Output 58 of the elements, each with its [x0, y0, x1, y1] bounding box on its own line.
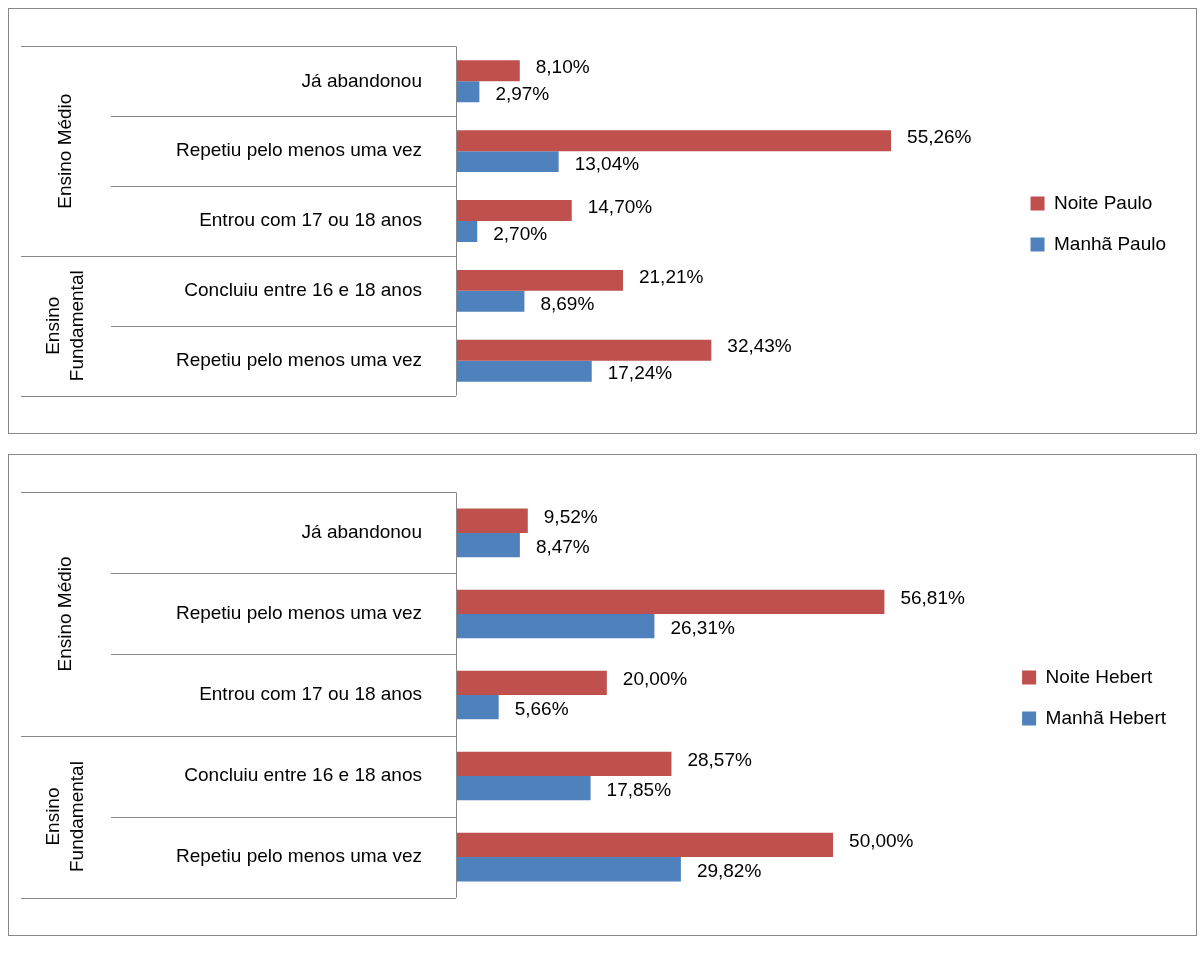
data-label: 28,57% — [687, 749, 752, 771]
bar — [456, 832, 834, 858]
bar — [456, 670, 607, 695]
bar — [456, 221, 478, 242]
data-label: 13,04% — [574, 152, 640, 174]
bar — [456, 130, 892, 152]
y-tick-label: Repetiu pelo menos uma vez — [175, 602, 422, 624]
data-label: 17,85% — [606, 779, 672, 801]
data-label: 8,69% — [540, 292, 595, 314]
bar — [456, 339, 712, 361]
y-tick-label: Concluiu entre 16 e 18 anos — [184, 279, 422, 301]
data-label: 2,70% — [493, 222, 548, 244]
text: Ensino Médio — [54, 93, 76, 209]
data-label: 55,26% — [907, 125, 972, 147]
bar — [456, 290, 525, 312]
legend-label: Manhã Paulo — [1054, 232, 1166, 254]
data-label: 56,81% — [900, 587, 965, 609]
bar — [456, 360, 592, 382]
bar — [456, 589, 885, 614]
y-tick-label: Repetiu pelo menos uma vez — [175, 139, 422, 161]
data-label: 26,31% — [670, 617, 735, 639]
bar — [456, 151, 559, 173]
legend-label: Noite Paulo — [1054, 191, 1153, 213]
y-tick-label: Entrou com 17 ou 18 anos — [199, 683, 422, 705]
bar — [456, 532, 520, 558]
bar — [456, 613, 655, 639]
data-label: 8,47% — [535, 536, 590, 558]
bar — [456, 695, 499, 720]
y-tick-label: Entrou com 17 ou 18 anos — [199, 209, 422, 231]
data-label: 50,00% — [849, 830, 914, 852]
y-tick-label: Concluiu entre 16 e 18 anos — [184, 764, 422, 786]
bar — [456, 857, 681, 882]
data-label: 2,97% — [495, 83, 550, 105]
y-tick-label: Repetiu pelo menos uma vez — [175, 348, 422, 370]
data-label: 17,24% — [607, 362, 673, 384]
text: Ensino Fundamental — [42, 761, 88, 873]
data-label: 14,70% — [587, 195, 653, 217]
bar — [456, 81, 480, 103]
y-tick-label: Já abandonou — [301, 69, 422, 91]
data-label: 8,10% — [535, 56, 590, 78]
text: Ensino Fundamental — [42, 270, 88, 382]
y-tick-label: Já abandonou — [301, 521, 422, 543]
data-label: 5,66% — [514, 698, 569, 720]
data-label: 32,43% — [727, 335, 792, 357]
data-label: 29,82% — [696, 860, 762, 882]
bar — [456, 751, 672, 777]
bar — [456, 269, 623, 291]
data-label: 9,52% — [543, 506, 598, 527]
y-tick-label: Repetiu pelo menos uma vez — [175, 845, 422, 867]
bar — [456, 200, 572, 221]
data-label: 21,21% — [638, 265, 704, 287]
data-label: 20,00% — [622, 668, 688, 690]
legend-label: Noite Hebert — [1045, 665, 1153, 687]
text: Ensino Médio — [54, 556, 76, 672]
bar — [456, 508, 528, 533]
bar — [456, 776, 591, 801]
bar — [456, 60, 520, 82]
legend-label: Manhã Hebert — [1045, 706, 1167, 728]
